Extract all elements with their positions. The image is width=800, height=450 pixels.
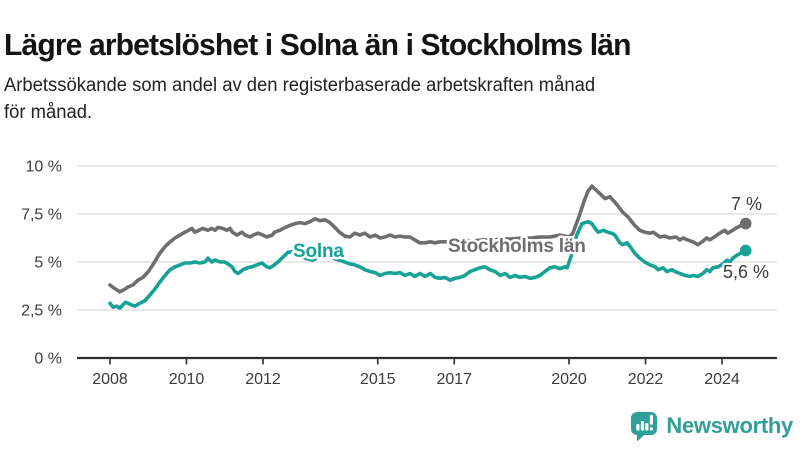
series-line-solna — [108, 219, 748, 310]
y-tick-label: 5 % — [34, 255, 62, 272]
x-tick-label: 2010 — [169, 371, 205, 388]
y-tick-label: 2,5 % — [21, 303, 62, 320]
chart-dynamic-layer: 10 % 7,5 % 5 % 2,5 % 0 % 2008 2010 2012 2015 2017… — [21, 159, 777, 388]
newsworthy-icon — [631, 412, 658, 442]
y-tick-label: 0 % — [34, 351, 62, 368]
y-tick-label: 7,5 % — [21, 207, 62, 224]
x-tick-label: 2020 — [551, 371, 587, 388]
y-tick-label: 10 % — [26, 159, 62, 176]
x-tick-label: 2008 — [92, 371, 128, 388]
end-label-solna: 5,6 % — [723, 262, 769, 282]
page-title: Lägre arbetslöshet i Solna än i Stockhol… — [4, 26, 631, 62]
end-label-stockholm: 7 % — [731, 194, 762, 214]
newsworthy-wordmark: Newsworthy — [666, 412, 793, 438]
newsworthy-logo: Newsworthy — [629, 409, 793, 442]
x-tick-label: 2022 — [628, 371, 664, 388]
series-end-dot-solna — [739, 244, 752, 257]
x-tick-label: 2024 — [704, 371, 740, 388]
series-label-solna: Solna — [293, 241, 344, 262]
series-line-stockholm — [108, 184, 748, 294]
x-tick-label: 2017 — [436, 371, 472, 388]
page-subtitle: Arbetssökande som andel av den registerb… — [4, 75, 596, 123]
x-tick-label: 2015 — [360, 371, 396, 388]
x-tick-label: 2012 — [245, 371, 281, 388]
series-label-stockholm: Stockholms län — [448, 236, 586, 257]
series-end-dot-stockholm — [739, 217, 752, 230]
